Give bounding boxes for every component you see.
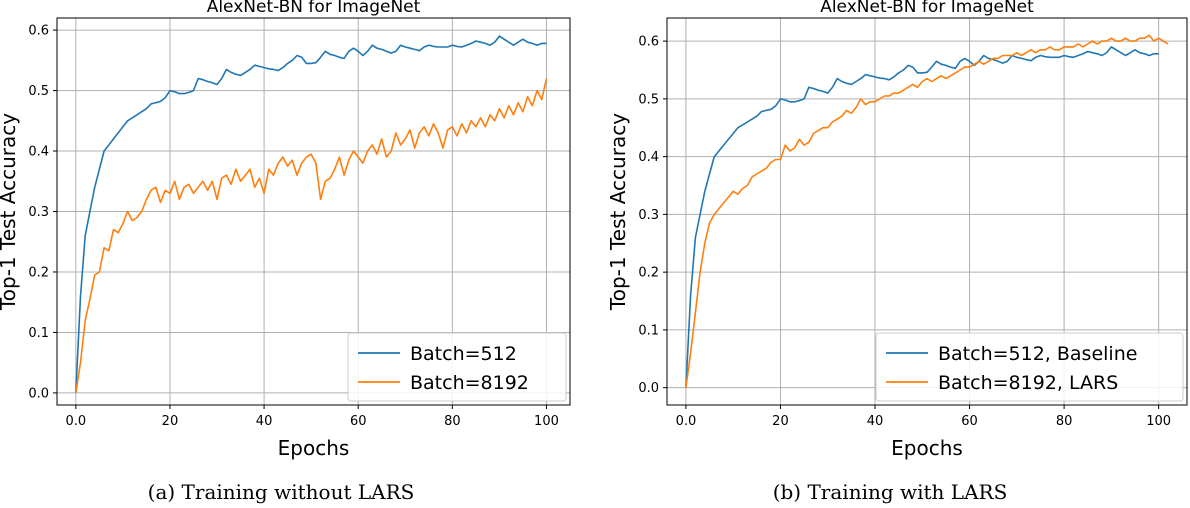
x-tick-label: 100	[534, 414, 559, 429]
chart-panel-b: 0.0 20 40 60 80 100 0.0 0.1 0.2 0.3 0.4 0.5 0.6 AlexN…	[606, 0, 1188, 460]
x-tick-label: 0.0	[676, 414, 697, 429]
panel-a-caption: (a) Training without LARS	[147, 480, 415, 504]
legend-label-2: Batch=8192, LARS	[938, 372, 1118, 394]
y-tick-label: 0.1	[28, 326, 49, 341]
x-tick-label: 0.0	[65, 414, 86, 429]
y-tick-label: 0.5	[28, 84, 49, 99]
x-axis-label: Epochs	[891, 436, 963, 460]
x-tick-label: 80	[444, 414, 461, 429]
y-tick-label: 0.2	[638, 266, 659, 281]
y-tick-label: 0.0	[28, 386, 49, 401]
x-tick-label: 60	[961, 414, 978, 429]
y-tick-label: 0.2	[28, 265, 49, 280]
x-axis-label: Epochs	[278, 436, 350, 460]
y-tick-label: 0.3	[28, 205, 49, 220]
chart-title: AlexNet-BN for ImageNet	[820, 0, 1034, 17]
x-tick-label: 100	[1146, 414, 1171, 429]
chart-panel-a: 0.0 20 40 60 80 100 0.0 0.1 0.2 0.3 0.4 0.5 0.6 AlexN…	[0, 0, 571, 460]
y-tick-label: 0.6	[638, 35, 659, 50]
x-tick-label: 40	[867, 414, 884, 429]
x-tick-label: 20	[772, 414, 789, 429]
legend-box	[875, 332, 1184, 402]
x-tick-label: 40	[256, 414, 273, 429]
x-tick-label: 60	[350, 414, 367, 429]
legend-label-1: Batch=512	[410, 343, 517, 365]
series-line-2	[75, 78, 548, 394]
axes-frame	[666, 17, 1188, 406]
axes-frame	[56, 17, 571, 406]
x-tick-label: 80	[1056, 414, 1073, 429]
series-line-2	[685, 34, 1169, 388]
legend-label-1: Batch=512, Baseline	[938, 343, 1137, 365]
y-tick-label: 0.1	[638, 323, 659, 338]
panel-b-caption: (b) Training with LARS	[772, 480, 1008, 504]
y-tick-label: 0.3	[638, 208, 659, 223]
y-tick-label: 0.0	[638, 381, 659, 396]
legend: Batch=512 Batch=8192	[347, 332, 567, 402]
legend: Batch=512, Baseline Batch=8192, LARS	[875, 332, 1184, 402]
series-line-1	[685, 46, 1159, 388]
legend-label-2: Batch=8192	[410, 372, 529, 394]
x-tick-label: 20	[162, 414, 179, 429]
y-tick-label: 0.6	[28, 24, 49, 39]
chart-title: AlexNet-BN for ImageNet	[207, 0, 421, 17]
y-axis-label: Top-1 Test Accuracy	[0, 113, 20, 311]
y-axis-label: Top-1 Test Accuracy	[606, 113, 630, 311]
legend-box	[347, 332, 567, 402]
y-tick-label: 0.4	[28, 145, 49, 160]
series-line-1	[75, 35, 547, 393]
y-tick-label: 0.4	[638, 150, 659, 165]
y-tick-label: 0.5	[638, 92, 659, 107]
